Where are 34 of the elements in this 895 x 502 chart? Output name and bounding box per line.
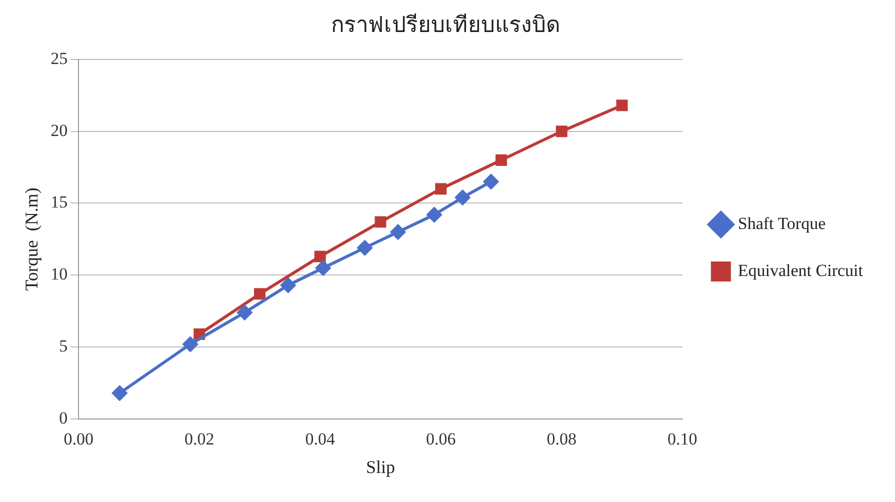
point bbox=[390, 224, 406, 240]
x-axis-title: Slip bbox=[366, 456, 396, 477]
chart-title: กราฟเปรียบเทียบแรงบิด bbox=[331, 12, 560, 37]
y-tick-label: 0 bbox=[59, 408, 68, 428]
x-tick-label: 0.02 bbox=[184, 430, 214, 449]
point bbox=[316, 260, 331, 276]
x-tick-label: 0.08 bbox=[546, 430, 577, 449]
legend-label: Shaft Torque bbox=[738, 214, 826, 233]
point bbox=[455, 190, 470, 205]
point bbox=[496, 154, 507, 166]
point bbox=[280, 278, 296, 293]
point bbox=[435, 183, 447, 195]
point bbox=[182, 336, 198, 352]
point bbox=[374, 216, 386, 228]
point bbox=[237, 305, 252, 320]
point bbox=[112, 386, 128, 401]
y-tick-label: 25 bbox=[50, 48, 68, 68]
point bbox=[483, 174, 498, 190]
point bbox=[314, 250, 326, 262]
x-tick-label: 0.10 bbox=[668, 430, 698, 449]
point bbox=[357, 240, 372, 256]
legend-label: Equivalent Circuit bbox=[738, 260, 864, 280]
y-tick-label: 10 bbox=[50, 264, 68, 284]
point bbox=[616, 100, 628, 112]
x-tick-label: 0.00 bbox=[64, 430, 94, 449]
x-tick-label: 0.04 bbox=[305, 430, 336, 449]
y-tick-label: 5 bbox=[59, 336, 68, 356]
point bbox=[254, 288, 266, 300]
x-tick-label: 0.06 bbox=[426, 430, 456, 449]
point bbox=[556, 126, 568, 138]
y-tick-label: 20 bbox=[50, 120, 68, 140]
y-axis-title: Torque (N.m) bbox=[22, 188, 42, 291]
point bbox=[426, 207, 442, 222]
y-tick-label: 15 bbox=[50, 192, 68, 212]
